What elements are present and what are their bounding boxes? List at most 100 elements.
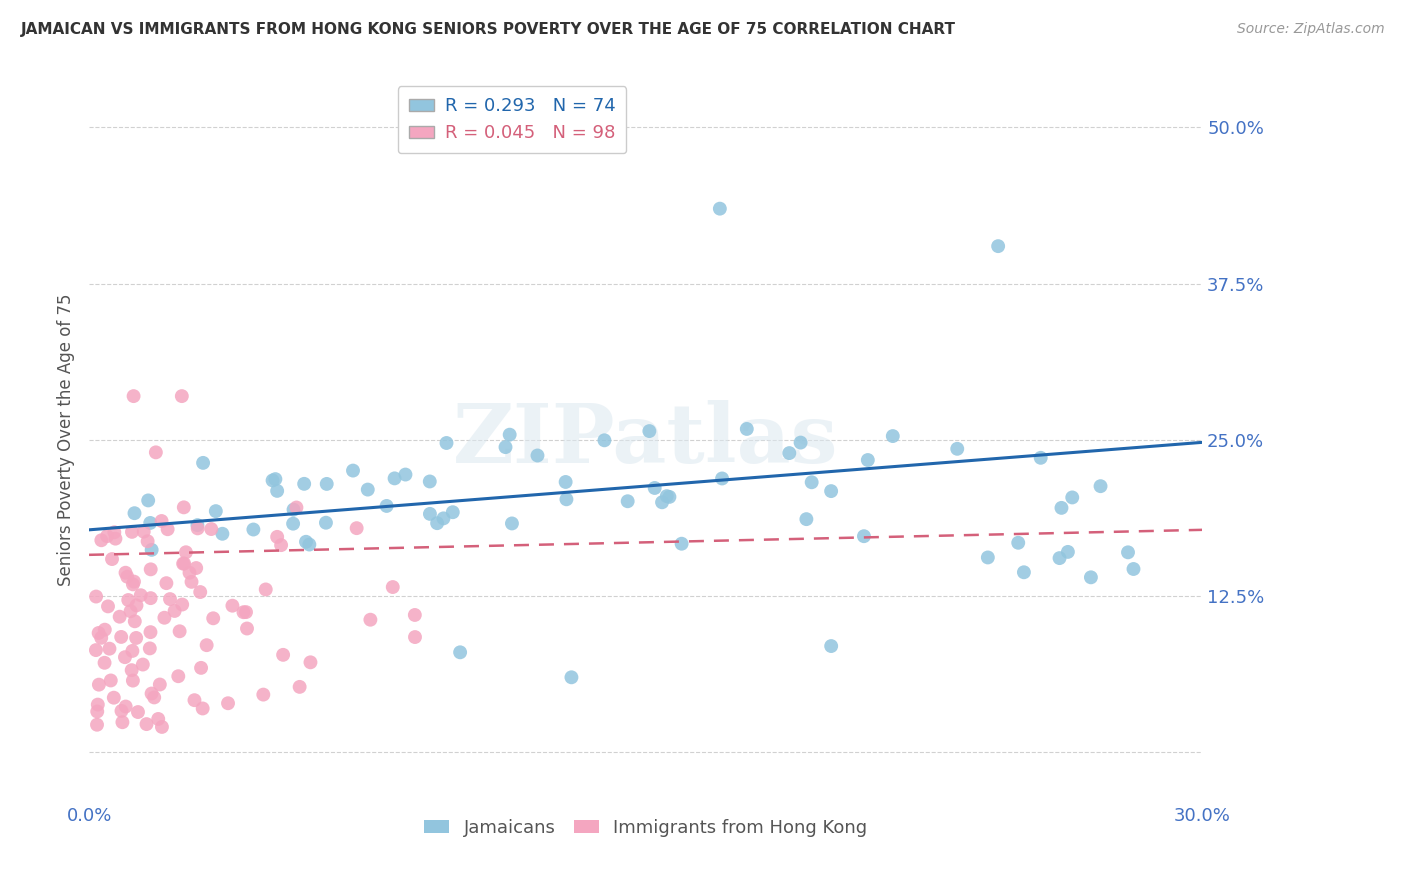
- Point: [499, 427, 522, 442]
- Point: [1057, 545, 1080, 559]
- Point: [150, 720, 173, 734]
- Point: [359, 613, 381, 627]
- Point: [1122, 562, 1144, 576]
- Point: [264, 472, 287, 486]
- Point: [103, 525, 125, 540]
- Point: [104, 532, 127, 546]
- Point: [122, 389, 145, 403]
- Point: [108, 609, 131, 624]
- Point: [449, 645, 471, 659]
- Point: [419, 507, 441, 521]
- Point: [124, 615, 146, 629]
- Point: [159, 592, 181, 607]
- Point: [125, 599, 148, 613]
- Point: [1049, 551, 1071, 566]
- Point: [187, 521, 209, 535]
- Point: [170, 389, 193, 403]
- Point: [121, 524, 143, 539]
- Point: [299, 656, 322, 670]
- Point: [211, 526, 233, 541]
- Point: [638, 424, 661, 438]
- Point: [139, 591, 162, 606]
- Point: [554, 475, 576, 489]
- Point: [135, 717, 157, 731]
- Point: [87, 678, 110, 692]
- Point: [204, 504, 226, 518]
- Point: [1050, 500, 1073, 515]
- Point: [616, 494, 638, 508]
- Point: [655, 489, 678, 503]
- Point: [271, 648, 294, 662]
- Point: [426, 516, 449, 531]
- Point: [90, 631, 112, 645]
- Point: [281, 516, 304, 531]
- Point: [288, 680, 311, 694]
- Point: [946, 442, 969, 456]
- Point: [254, 582, 277, 597]
- Point: [98, 641, 121, 656]
- Point: [315, 516, 337, 530]
- Point: [501, 516, 523, 531]
- Point: [167, 669, 190, 683]
- Point: [132, 657, 155, 672]
- Point: [820, 484, 842, 499]
- Point: [174, 545, 197, 559]
- Point: [153, 611, 176, 625]
- Point: [384, 471, 406, 485]
- Point: [136, 534, 159, 549]
- Point: [882, 429, 904, 443]
- Point: [191, 701, 214, 715]
- Point: [143, 690, 166, 705]
- Point: [94, 623, 117, 637]
- Point: [266, 483, 288, 498]
- Point: [221, 599, 243, 613]
- Point: [169, 624, 191, 639]
- Point: [1080, 570, 1102, 584]
- Point: [262, 474, 284, 488]
- Point: [139, 625, 162, 640]
- Point: [671, 537, 693, 551]
- Point: [101, 552, 124, 566]
- Point: [172, 557, 194, 571]
- Point: [796, 512, 818, 526]
- Point: [419, 475, 441, 489]
- Point: [381, 580, 404, 594]
- Point: [1062, 491, 1084, 505]
- Point: [180, 574, 202, 589]
- Point: [125, 631, 148, 645]
- Point: [593, 434, 616, 448]
- Point: [1012, 566, 1035, 580]
- Point: [148, 712, 170, 726]
- Point: [236, 622, 259, 636]
- Point: [173, 500, 195, 515]
- Point: [110, 704, 132, 718]
- Point: [145, 445, 167, 459]
- Point: [658, 490, 681, 504]
- Point: [173, 557, 195, 571]
- Point: [87, 626, 110, 640]
- Point: [114, 566, 136, 580]
- Legend: Jamaicans, Immigrants from Hong Kong: Jamaicans, Immigrants from Hong Kong: [416, 812, 875, 844]
- Point: [436, 436, 458, 450]
- Point: [232, 605, 254, 619]
- Point: [156, 522, 179, 536]
- Point: [179, 566, 201, 580]
- Point: [100, 673, 122, 688]
- Point: [778, 446, 800, 460]
- Point: [132, 524, 155, 539]
- Point: [111, 715, 134, 730]
- Point: [202, 611, 225, 625]
- Point: [495, 440, 517, 454]
- Point: [852, 529, 875, 543]
- Point: [188, 585, 211, 599]
- Point: [1007, 535, 1029, 549]
- Point: [235, 605, 257, 619]
- Text: Source: ZipAtlas.com: Source: ZipAtlas.com: [1237, 22, 1385, 37]
- Point: [200, 522, 222, 536]
- Point: [163, 604, 186, 618]
- Point: [96, 529, 118, 543]
- Point: [120, 604, 142, 618]
- Point: [292, 476, 315, 491]
- Point: [555, 492, 578, 507]
- Point: [375, 499, 398, 513]
